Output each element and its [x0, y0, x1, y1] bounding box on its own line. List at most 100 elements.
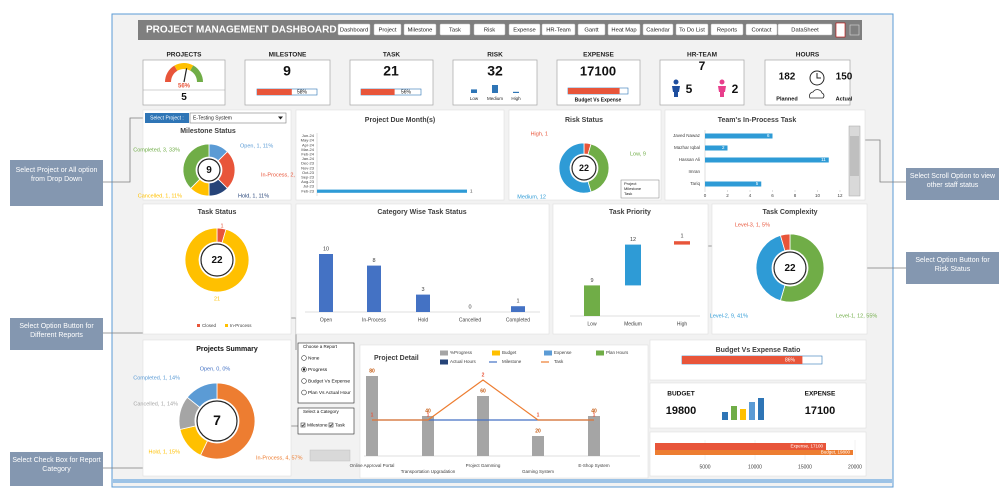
y-tick-label: Mar-24 — [301, 147, 314, 152]
dropdown[interactable] — [189, 112, 287, 124]
legend-label: Milestone — [502, 359, 522, 364]
legend-label: Closed — [202, 323, 217, 328]
gauge-label: 56% — [178, 84, 191, 90]
nav-label: Gantt — [584, 27, 599, 33]
option-label: Project — [624, 181, 637, 186]
bar — [674, 241, 690, 245]
nav-button[interactable] — [777, 23, 833, 36]
bar — [367, 265, 381, 312]
x-tick-label: 2 — [726, 193, 729, 198]
nav-button[interactable] — [508, 23, 541, 36]
person-icon — [719, 79, 725, 85]
donut-center — [196, 400, 238, 442]
kpi-box — [452, 59, 538, 106]
group-title: Select a Category — [303, 409, 340, 414]
x-tick-label: Gaming System — [522, 469, 554, 474]
value-label: 40 — [591, 408, 597, 414]
bar — [317, 189, 467, 193]
slice-label: High, 1 — [531, 131, 548, 137]
nav-label: DataSheet — [791, 27, 819, 33]
nav-button[interactable] — [577, 23, 606, 36]
radio-button[interactable] — [301, 389, 307, 396]
option-group — [297, 342, 355, 404]
value-label: 0 — [468, 304, 471, 310]
legend-swatch — [197, 324, 200, 327]
nav-button[interactable] — [403, 23, 437, 36]
header-title: PROJECT MANAGEMENT DASHBOARD — [146, 25, 337, 36]
donut-slice — [199, 382, 256, 460]
scroll-control[interactable] — [309, 449, 351, 462]
callout: Select Check Box for Report Category — [10, 452, 103, 486]
dropdown-arrow[interactable] — [278, 116, 283, 120]
kpi-label: EXPENSE — [583, 52, 614, 59]
bar — [705, 145, 728, 151]
option-label: Task — [624, 191, 632, 196]
value-label: 2 — [482, 372, 485, 378]
x-tick-label: Transportation Upgradation — [401, 469, 456, 474]
slice-label: Hold, 1, 11% — [238, 193, 269, 199]
mini-label: Medium — [487, 96, 503, 101]
nav-button[interactable] — [607, 23, 641, 36]
cloud-icon — [809, 89, 825, 99]
slice-label: 1 — [220, 223, 223, 229]
slice-label: In-Process, 4, 57% — [256, 455, 303, 461]
progress-bar — [361, 89, 395, 95]
x-tick-label: Online Approval Portal — [350, 463, 395, 468]
kpi-caption: Actual — [836, 96, 853, 102]
icon[interactable] — [849, 24, 860, 36]
nav-button[interactable] — [745, 23, 778, 36]
decor-bar — [758, 398, 764, 420]
footer-bar — [113, 479, 892, 483]
y-tick-label: Aug-23 — [301, 179, 315, 184]
slice-label: Level-2, 9, 41% — [710, 313, 748, 319]
progress-bar — [568, 88, 620, 94]
checkbox[interactable] — [328, 422, 334, 428]
ratio-label: 86% — [785, 358, 796, 364]
legend-label: Expense — [554, 350, 572, 355]
kpi-value: 5 — [686, 82, 693, 96]
kpi-box — [349, 59, 434, 106]
nav-button[interactable] — [710, 23, 744, 36]
nav-label: Heat Map — [611, 27, 636, 33]
donut-slice — [184, 227, 250, 293]
value-label: 11 — [821, 157, 826, 162]
y-tick-label: Javed Nawaz — [673, 133, 701, 138]
nav-label: Project — [378, 27, 396, 33]
option-box[interactable] — [620, 179, 660, 199]
nav-button[interactable] — [642, 23, 674, 36]
icon[interactable] — [835, 22, 846, 38]
slice-label: Medium, 12 — [517, 194, 546, 200]
y-tick-label: Feb-24 — [301, 151, 314, 156]
nav-label: HR-Team — [546, 27, 571, 33]
connector — [862, 139, 906, 183]
nav-button[interactable] — [541, 23, 576, 36]
nav-button[interactable] — [675, 23, 709, 36]
checkbox[interactable] — [300, 422, 306, 428]
kpi-label: HR-TEAM — [687, 52, 717, 59]
nav-button[interactable] — [373, 23, 402, 36]
mini-bar — [471, 89, 477, 93]
kpi-value: 21 — [383, 63, 399, 79]
nav-button[interactable] — [337, 23, 371, 36]
x-tick-label: 15000 — [798, 464, 812, 470]
kpi-label: MILESTONE — [269, 52, 307, 59]
value-label: 1 — [537, 412, 540, 418]
kpi-caption: Planned — [776, 96, 797, 102]
value-label: Expense, 17100 — [790, 444, 823, 449]
legend-swatch — [544, 350, 552, 356]
y-tick-label: Mazhar Iqbal — [674, 145, 700, 150]
panel-title: Task Status — [198, 209, 237, 216]
kpi-value: 9 — [283, 63, 291, 79]
value-label: 5 — [756, 181, 759, 186]
gauge-needle — [183, 68, 188, 83]
option-label: Plan Vs Actual Hour — [308, 390, 351, 396]
value-label: 20 — [535, 428, 541, 434]
nav-label: Risk — [484, 27, 495, 33]
scroll-thumb[interactable] — [850, 136, 859, 176]
nav-button[interactable] — [473, 23, 506, 36]
value-label: 9 — [590, 278, 593, 284]
radio-button[interactable] — [301, 378, 307, 384]
nav-button[interactable] — [439, 23, 471, 36]
value-label: 12 — [630, 237, 636, 243]
radio-button[interactable] — [301, 355, 307, 361]
